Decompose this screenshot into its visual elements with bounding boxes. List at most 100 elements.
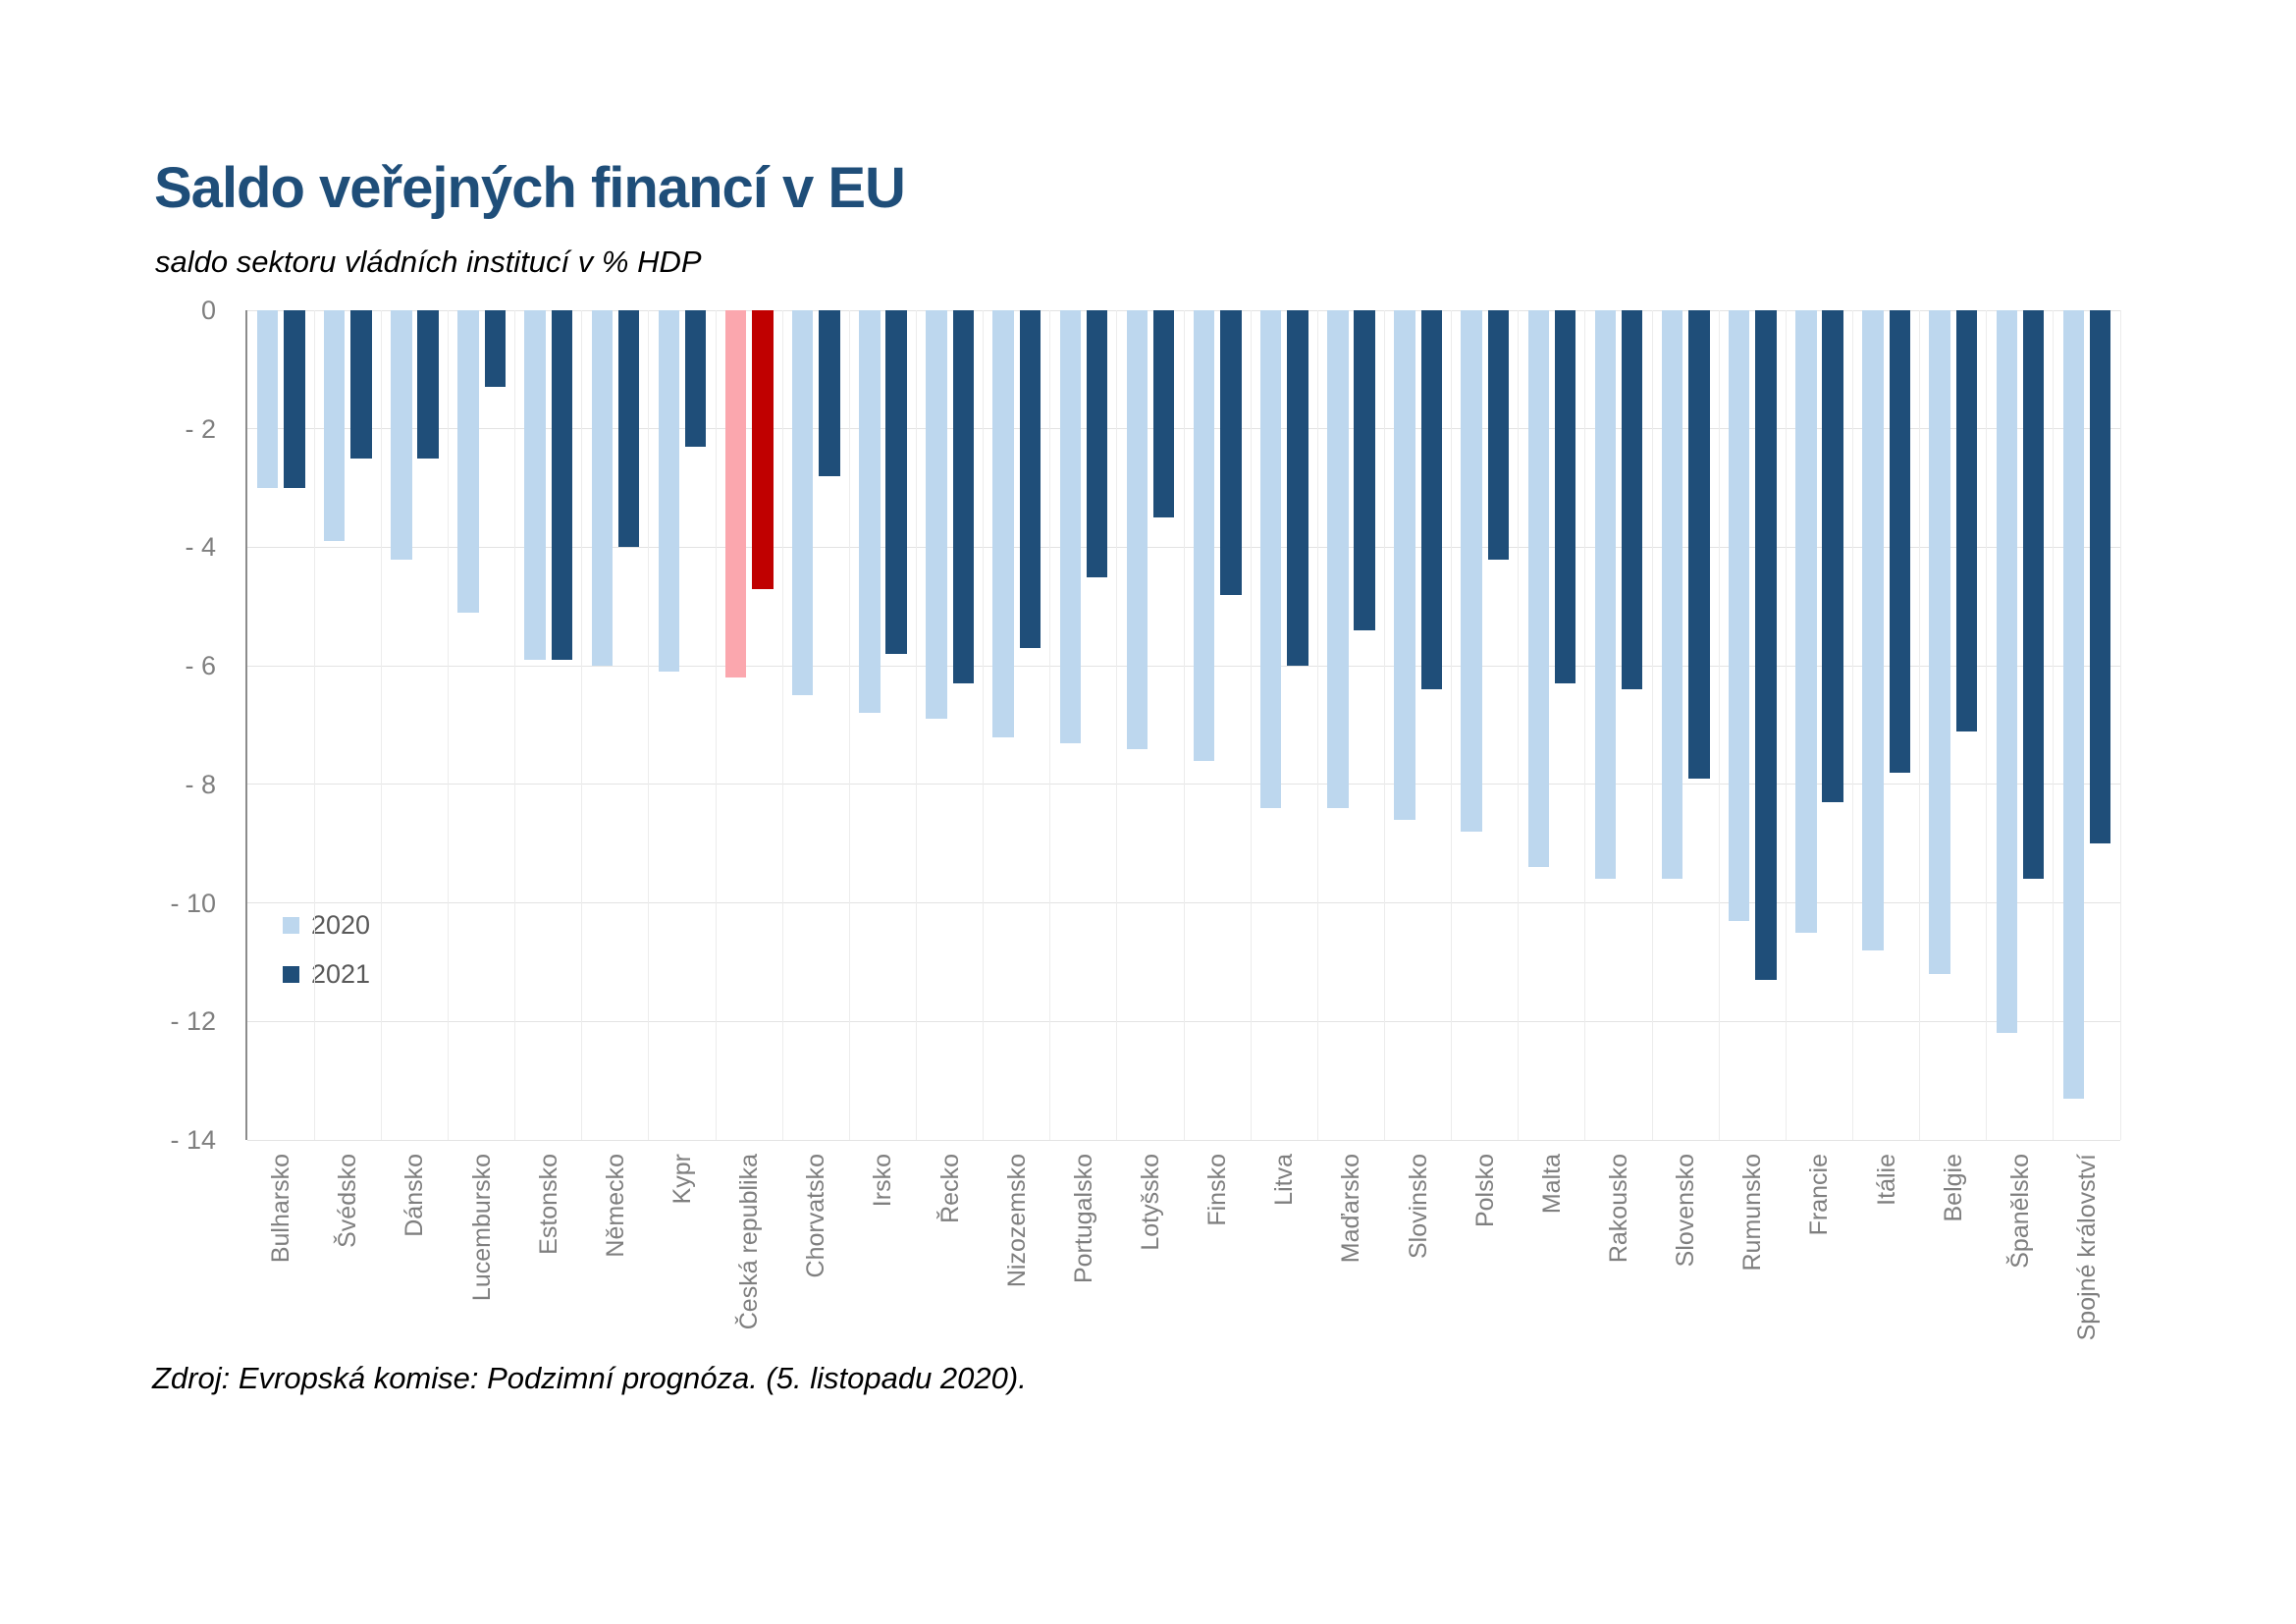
bar-2020-21 [1594,310,1617,880]
gridline-vertical [1986,310,1988,1140]
x-axis-label: Portugalsko [1069,1154,1097,1284]
x-axis-label: Irsko [869,1154,897,1208]
bar-2020-5 [524,310,546,661]
x-axis-label: Belgie [1939,1154,1967,1222]
bar-2021-19 [1487,310,1510,560]
gridline-vertical [1518,310,1520,1140]
y-tick-label: - 2 [185,413,216,444]
gridline-vertical [1919,310,1921,1140]
y-tick-label: - 4 [185,532,216,563]
bar-2020-28 [2062,310,2085,1099]
bar-2021-21 [1621,310,1643,690]
x-axis-label: Finsko [1203,1154,1232,1226]
y-tick-label: - 6 [185,651,216,681]
bar-2021-6 [617,310,640,548]
bar-2021-13 [1086,310,1108,577]
bar-2021-23 [1755,310,1777,981]
gridline-vertical [1250,310,1252,1140]
bar-2021-12 [1019,310,1041,649]
bar-2021-28 [2089,310,2111,844]
x-axis-label: Polsko [1470,1154,1499,1228]
bar-2020-22 [1661,310,1683,880]
x-axis-label: Nizozemsko [1002,1154,1031,1288]
chart-title: Saldo veřejných financí v EU [154,156,906,220]
x-axis-label: Itálie [1872,1154,1900,1206]
bar-2020-19 [1461,310,1482,833]
bar-2021-24 [1822,310,1843,802]
gridline-vertical [514,310,516,1140]
bar-2021-15 [1220,310,1242,595]
x-axis-label: Maďarsko [1337,1154,1365,1264]
bar-2020-8 [724,310,747,678]
legend-swatch-2021-icon [283,965,299,983]
legend: 2020 2021 [283,911,370,1009]
gridline-vertical [2119,310,2121,1140]
gridline-vertical [1183,310,1185,1140]
bar-2021-5 [551,310,573,661]
gridline-vertical [1785,310,1787,1140]
bar-2020-3 [391,310,412,560]
gridline-vertical [581,310,583,1140]
x-axis-label: Kypr [667,1154,696,1205]
gridline-vertical [1851,310,1853,1140]
y-tick-label: 0 [200,296,216,325]
plot-area: 2020 2021 0 - 2 - 4 - 6 - 8 - 10 - 12 - 14 Bulha… [170,297,2121,1340]
bar-2020-26 [1929,310,1950,974]
gridline-vertical [915,310,917,1140]
gridline-vertical [648,310,650,1140]
chart-subtitle: saldo sektoru vládních institucí v % HDP [155,244,702,279]
bar-2021-1 [284,310,305,489]
bar-2020-4 [457,310,479,613]
bar-2020-23 [1729,310,1750,921]
bar-2020-15 [1193,310,1215,761]
legend-item-2020: 2020 [283,911,370,939]
x-axis-label: Rumunsko [1738,1154,1767,1272]
bar-2020-11 [926,310,947,720]
gridline-vertical [848,310,850,1140]
x-axis-label: Švédsko [334,1154,362,1248]
legend-label-2021: 2021 [311,959,371,989]
bar-2020-12 [992,310,1014,737]
gridline-vertical [1651,310,1653,1140]
y-tick-label: - 8 [185,769,216,799]
y-tick-label: - 10 [170,888,216,918]
bar-2020-25 [1862,310,1884,950]
gridline-vertical [715,310,717,1140]
bar-2021-22 [1688,310,1710,779]
y-axis-line [245,310,247,1140]
source-note: Zdroj: Evropská komise: Podzimní prognóz… [152,1361,1027,1395]
bar-2021-11 [952,310,975,684]
x-axis-label: Spojné království [2072,1154,2101,1341]
bar-2020-16 [1260,310,1282,808]
bar-2021-4 [484,310,507,388]
bar-2021-20 [1554,310,1576,684]
x-axis-label: Litva [1270,1154,1299,1206]
gridline-vertical [781,310,783,1140]
gridline-vertical [1718,310,1720,1140]
bar-2021-26 [1955,310,1978,731]
x-axis-label: Bulharsko [267,1154,295,1264]
bar-2020-17 [1327,310,1349,808]
x-axis-label: Malta [1537,1154,1566,1215]
gridline-vertical [380,310,382,1140]
legend-item-2021: 2021 [283,960,370,988]
bar-2021-7 [684,310,707,447]
bar-2021-18 [1420,310,1443,690]
x-axis-label: Řecko [935,1154,964,1223]
bar-2020-24 [1795,310,1817,933]
legend-swatch-2020-icon [283,916,299,934]
bar-2020-1 [256,310,279,489]
gridline-horizontal [247,1139,2120,1141]
bar-2020-20 [1527,310,1550,868]
bar-2020-10 [859,310,881,714]
x-axis-label: Francie [1805,1154,1834,1236]
x-axis-label: Estonsko [534,1154,562,1255]
gridline-vertical [447,310,449,1140]
y-tick-label: - 14 [170,1125,216,1155]
bar-2021-8 [752,310,774,589]
bar-2021-27 [2022,310,2045,880]
legend-label-2020: 2020 [311,910,371,940]
bar-2021-2 [350,310,372,459]
x-axis-label: Španělsko [2005,1154,2034,1269]
gridline-vertical [1316,310,1318,1140]
